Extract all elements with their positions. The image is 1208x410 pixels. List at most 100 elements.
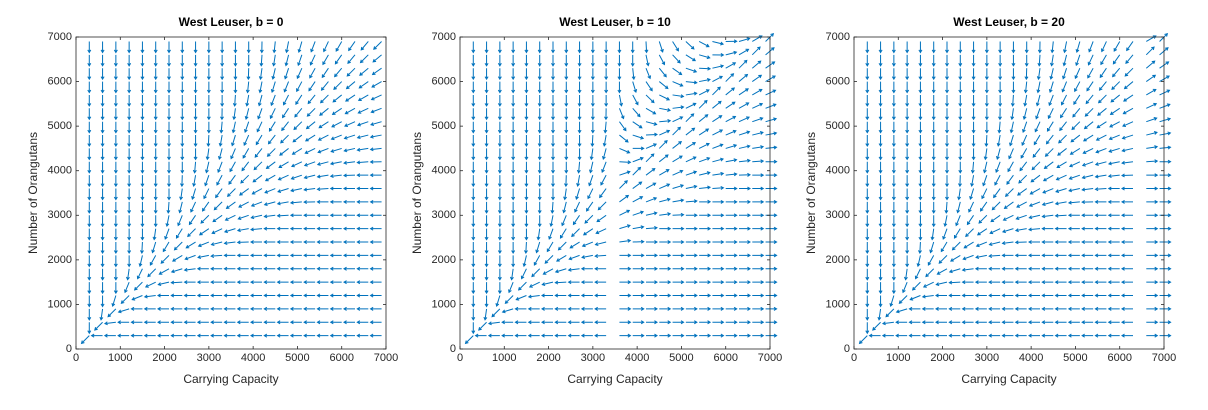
- arrow: [752, 253, 765, 258]
- arrow: [995, 161, 1001, 173]
- arrow: [878, 282, 883, 295]
- arrow: [945, 175, 949, 188]
- arrow: [858, 335, 868, 345]
- arrow: [1099, 67, 1107, 79]
- arrow: [1074, 81, 1081, 93]
- arrow: [153, 161, 158, 174]
- arrow: [659, 293, 672, 298]
- arrow: [316, 266, 329, 271]
- arrow: [484, 41, 489, 54]
- arrow: [752, 333, 765, 338]
- y-tick-label: 2000: [48, 254, 72, 266]
- arrow: [725, 240, 738, 244]
- arrow: [589, 161, 594, 174]
- arrow: [1094, 253, 1107, 258]
- arrow: [948, 333, 961, 338]
- arrow: [289, 253, 302, 258]
- arrow: [564, 161, 569, 174]
- arrow: [1019, 161, 1028, 172]
- x-tick-label: 1000: [492, 352, 516, 364]
- arrow: [220, 108, 224, 121]
- arrow: [329, 186, 342, 191]
- arrow: [1043, 161, 1054, 170]
- arrow: [537, 81, 542, 94]
- arrow: [113, 54, 118, 67]
- arrow: [369, 280, 382, 285]
- arrow: [632, 239, 645, 244]
- arrow: [233, 54, 238, 67]
- arrow: [948, 306, 961, 311]
- arrow: [308, 81, 316, 92]
- arrow: [603, 121, 608, 134]
- arrow: [1035, 94, 1041, 107]
- arrow: [982, 175, 988, 187]
- arrow: [1041, 320, 1054, 325]
- arrow: [1050, 41, 1055, 54]
- arrow: [958, 148, 963, 161]
- arrow: [1030, 174, 1041, 183]
- arrow: [289, 200, 302, 205]
- arrow: [988, 306, 1001, 311]
- arrow: [1044, 148, 1054, 157]
- arrow: [712, 86, 721, 96]
- arrow: [264, 174, 276, 182]
- arrow: [564, 81, 569, 94]
- arrow: [725, 129, 737, 136]
- arrow: [975, 254, 987, 259]
- arrow: [329, 253, 342, 258]
- arrow: [646, 240, 658, 244]
- arrow: [659, 253, 672, 258]
- arrow: [551, 81, 555, 94]
- arrow: [226, 188, 236, 198]
- arrow: [712, 75, 724, 83]
- arrow: [699, 333, 712, 338]
- arrow: [310, 41, 316, 53]
- arrow: [1069, 148, 1081, 155]
- arrow: [245, 81, 250, 94]
- arrow: [250, 280, 262, 285]
- arrow: [1067, 200, 1080, 205]
- arrow: [303, 240, 316, 244]
- arrow: [931, 41, 936, 54]
- arrow: [103, 333, 116, 338]
- arrow: [1071, 121, 1081, 131]
- arrow: [537, 121, 542, 134]
- y-tick-label: 2000: [826, 254, 850, 266]
- arrow: [1121, 266, 1133, 271]
- arrow: [87, 161, 92, 174]
- arrow: [998, 54, 1003, 67]
- arrow: [974, 320, 987, 325]
- arrow: [322, 54, 329, 66]
- arrow: [167, 41, 171, 54]
- arrow: [988, 293, 1001, 298]
- arrow: [672, 116, 684, 123]
- arrow: [153, 94, 158, 107]
- arrow: [905, 68, 910, 81]
- arrow: [951, 241, 961, 251]
- arrow: [220, 54, 225, 67]
- arrow: [487, 333, 500, 338]
- arrow: [580, 306, 593, 311]
- arrow: [865, 242, 870, 255]
- arrow: [905, 121, 910, 134]
- arrow: [183, 306, 196, 311]
- panel: 0 1000 2000 3000 4000 5000 6000 700001000200030…: [804, 15, 1176, 386]
- arrow: [1032, 148, 1041, 158]
- arrow: [329, 333, 342, 338]
- arrow: [752, 199, 765, 204]
- arrow: [140, 215, 145, 228]
- arrow: [501, 320, 514, 325]
- arrow: [124, 281, 130, 294]
- arrow: [320, 81, 329, 91]
- arrow: [1028, 227, 1041, 232]
- arrow: [1041, 214, 1054, 219]
- arrow: [269, 108, 276, 120]
- arrow: [127, 81, 132, 94]
- arrow: [765, 266, 778, 271]
- arrow: [210, 333, 223, 338]
- arrow: [211, 228, 223, 235]
- arrow: [1108, 147, 1120, 153]
- arrow: [167, 94, 171, 107]
- arrow: [153, 68, 158, 81]
- arrow: [590, 94, 595, 107]
